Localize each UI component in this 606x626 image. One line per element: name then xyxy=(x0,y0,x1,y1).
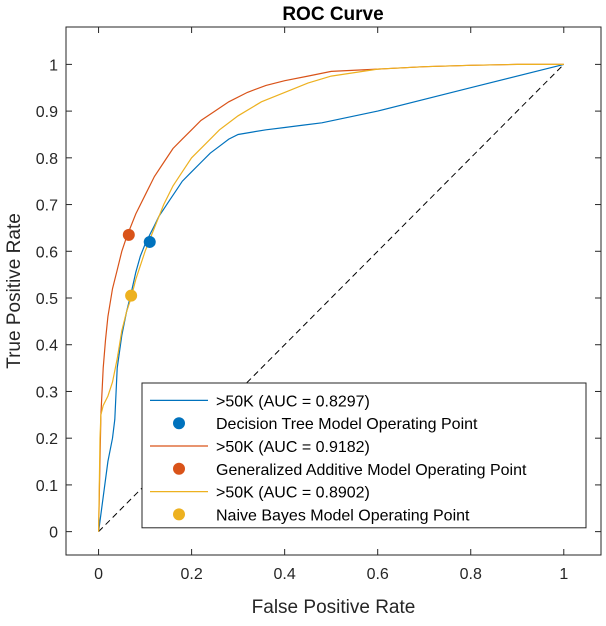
legend-marker-5 xyxy=(173,508,185,521)
x-axis-label: False Positive Rate xyxy=(252,597,416,618)
legend-box xyxy=(141,382,587,529)
legend: >50K (AUC = 0.8297) Decision Tree Model O… xyxy=(141,382,587,529)
legend-marker-1 xyxy=(173,417,185,430)
y-tick-label: 0.8 xyxy=(36,151,58,168)
y-tick-label: 0.4 xyxy=(36,338,58,355)
y-tick-label: 0.7 xyxy=(36,198,58,215)
x-tick-label: 0.8 xyxy=(460,566,482,583)
legend-entry-3: Generalized Additive Model Operating Poi… xyxy=(216,462,527,479)
legend-marker-3 xyxy=(173,462,185,475)
y-tick-label: 0.2 xyxy=(36,431,58,448)
operating-point-marker-5 xyxy=(125,289,138,302)
legend-entry-5: Naive Bayes Model Operating Point xyxy=(216,507,470,524)
x-tick-label: 1 xyxy=(559,566,568,583)
series-group xyxy=(98,63,564,532)
chart-title: ROC Curve xyxy=(282,4,383,25)
y-tick-label: 0.3 xyxy=(36,384,58,401)
legend-entry-1: Decision Tree Model Operating Point xyxy=(216,416,478,433)
y-axis-label: True Positive Rate xyxy=(4,213,25,369)
markers-group xyxy=(122,228,156,302)
y-tick-label: 1 xyxy=(49,57,58,74)
x-tick-label: 0.6 xyxy=(367,566,389,583)
x-tick-label: 0 xyxy=(94,566,103,583)
y-tick-label: 0.9 xyxy=(36,104,58,121)
y-axis-ticks: 0 0.1 0.2 0.3 0.4 0.5 0.6 0.7 0.8 0.9 1 xyxy=(36,57,601,542)
y-tick-label: 0.6 xyxy=(36,244,58,261)
axes-frame xyxy=(65,26,602,556)
roc-curve-line-4 xyxy=(98,63,564,532)
legend-entry-4: >50K (AUC = 0.8902) xyxy=(216,485,370,502)
x-tick-label: 0.4 xyxy=(274,566,296,583)
y-tick-label: 0 xyxy=(49,525,58,542)
x-tick-label: 0.2 xyxy=(180,566,202,583)
operating-point-marker-1 xyxy=(143,235,156,248)
legend-entry-2: >50K (AUC = 0.9182) xyxy=(216,439,370,456)
operating-point-marker-3 xyxy=(122,228,135,241)
roc-curve-line-0 xyxy=(98,63,564,532)
y-tick-label: 0.5 xyxy=(36,291,58,308)
roc-curve-line-2 xyxy=(98,63,564,532)
x-axis-ticks: 0 0.2 0.4 0.6 0.8 1 xyxy=(94,27,568,583)
y-tick-label: 0.1 xyxy=(36,478,58,495)
legend-entry-0: >50K (AUC = 0.8297) xyxy=(216,393,370,410)
